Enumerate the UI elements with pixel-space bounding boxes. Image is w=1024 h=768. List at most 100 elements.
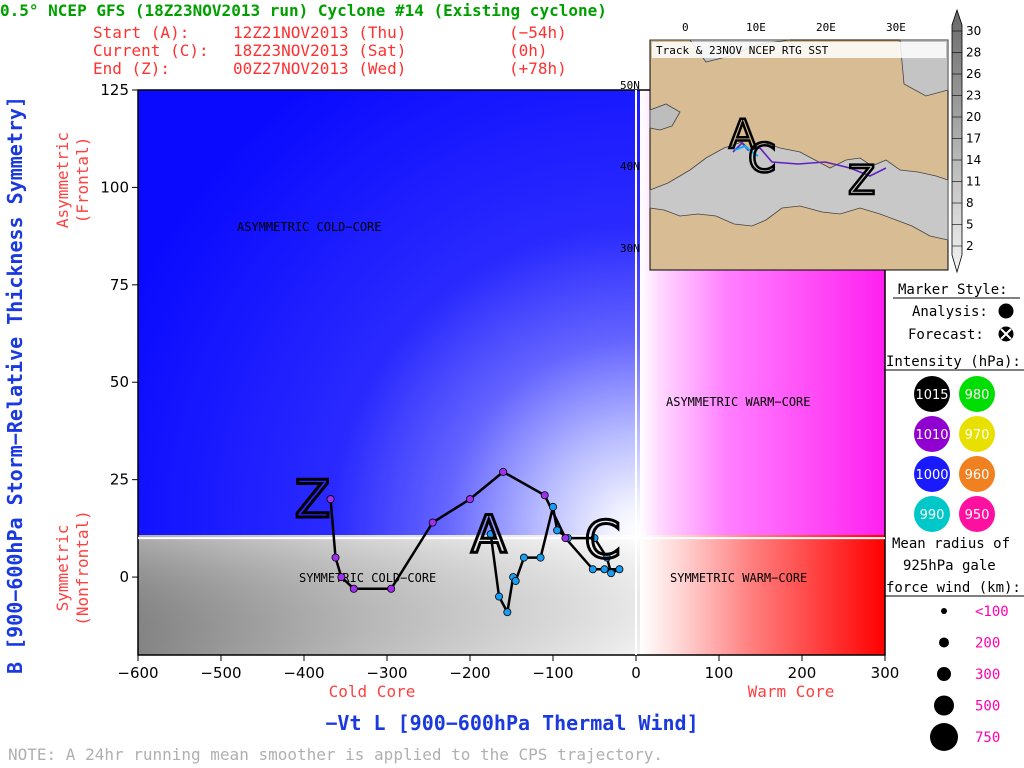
radius-label: 300 [975,667,1000,683]
radius-marker [939,637,949,648]
inset-start-marker: A [729,112,757,158]
track-inset-map: A C Z Track & 23NOV NCEP RTG SST 0 10E 2… [620,21,949,271]
trajectory-point [511,576,520,585]
sst-colorbar-label: 8 [966,196,974,210]
sst-colorbar-label: 11 [966,175,981,189]
radius-title-line-2: 925hPa gale [903,558,996,574]
trajectory-point [602,553,611,562]
intensity-bubble [914,376,950,412]
region-label-asymmetric-cold: ASYMMETRIC COLD−CORE [237,220,382,234]
x-tick-label: 100 [705,664,734,682]
warm-core-label: Warm Core [748,682,835,701]
sst-colorbar-bar [951,8,963,274]
trajectory-point [549,502,558,511]
sst-colorbar-label: 14 [966,153,981,167]
intensity-bubble-label: 960 [965,468,990,483]
inset-title: Track & 23NOV NCEP RTG SST [656,44,829,57]
inset-title-box [652,42,946,58]
trajectory-point [590,534,599,543]
x-tick-label: −200 [449,664,490,682]
radius-label: 500 [975,699,1000,715]
trajectory-point [519,553,528,562]
legend: Marker Style: Analysis: Forecast: Intens… [884,282,1024,751]
inset-current-marker: C [748,136,776,182]
radius-label: <100 [975,604,1009,620]
sst-colorbar-label: 20 [966,110,981,124]
radius-marker [930,723,958,751]
inset-sea-area [649,141,949,241]
y-tick-label: 100 [100,178,129,196]
cyclone-trajectory: A CZ [293,467,624,617]
region-label-asymmetric-warm: ASYMMETRIC WARM−CORE [666,395,811,409]
trajectory-point [495,592,504,601]
trajectory-point [561,534,570,543]
y-tick-label: 0 [119,568,129,586]
y-axis-title: B [900−600hPa Storm−Relative Thickness S… [3,96,27,674]
intensity-bubble [914,456,950,492]
x-tick-label: 300 [871,664,900,682]
intensity-bubble [914,496,950,532]
sst-colorbar-labels: 30 28 26 23 20 17 14 11 8 5 2 [952,24,981,253]
sst-colorbar-label: 5 [966,218,974,232]
intensity-bubble-label: 980 [965,388,990,403]
end-relative-hours: (+78h) [509,59,567,78]
inset-lon-label-20e: 20E [816,21,836,34]
x-tick-label: −400 [283,664,324,682]
sst-colorbar-label: 17 [966,132,981,146]
current-date: 18Z23NOV2013 (Sat) [233,41,406,60]
radius-marker [941,608,947,614]
intensity-title: Intensity (hPa): [886,354,1021,370]
intensity-bubble-label: 970 [965,428,990,443]
trajectory-point [540,491,549,500]
chart-title: 0.5° NCEP GFS (18Z23NOV2013 run) Cyclone… [0,1,607,20]
x-tick-label: −300 [366,664,407,682]
trajectory-point [607,569,616,578]
trajectory-point [600,565,609,574]
x-tick-label: −100 [532,664,573,682]
trajectory-point [387,584,396,593]
forecast-label: Forecast: [908,327,984,343]
trajectory-point [615,565,624,574]
smoother-note: NOTE: A 24hr running mean smoother is ap… [8,745,663,764]
intensity-bubble-label: 1010 [915,428,948,443]
y-tick-label: 75 [110,276,129,294]
plot-frame [137,89,886,656]
x-axis-title: −Vt L [900−600hPa Thermal Wind] [325,711,698,735]
trajectory-point [326,495,335,504]
y-tick-label: 25 [110,471,129,489]
trajectory-point [553,526,562,535]
start-marker: A [471,505,507,565]
sst-colorbar-label: 26 [966,67,981,81]
trajectory-point [588,565,597,574]
end-marker: Z [295,470,331,530]
inset-track-analysis [734,144,759,157]
asymmetric-cold-quadrant [138,90,640,535]
x-tick-label: −500 [200,664,241,682]
radius-label: 200 [975,636,1000,652]
cold-core-label: Cold Core [329,682,416,701]
intensity-bubble [914,416,950,452]
inset-lat-label-30n: 30N [620,242,640,255]
trajectory-point [536,553,545,562]
inset-lon-label-10e: 10E [746,21,766,34]
current-relative-hours: (0h) [509,41,548,60]
sst-colorbar-label: 23 [966,89,981,103]
x-axis-ticks: −600 −500 −400 −300 −200 −100 0 100 200 300 [117,655,899,682]
marker-style-title: Marker Style: [898,282,1008,298]
end-date: 00Z27NOV2013 (Wed) [233,59,406,78]
intensity-bubble-label: 950 [965,508,990,523]
trajectory-point [486,530,495,539]
radius-marker [937,667,951,681]
y-tick-label: 125 [100,81,129,99]
start-relative-hours: (−54h) [509,23,567,42]
intensity-bubble-label: 1000 [915,468,948,483]
current-label: Current (C): [93,41,209,60]
trajectory-point [331,553,340,562]
sst-colorbar-label: 28 [966,46,981,60]
region-label-symmetric-cold: SYMMETRIC COLD−CORE [299,571,436,585]
inset-lon-label-0: 0 [682,21,689,34]
end-label: End (Z): [93,59,170,78]
y-tick-label: 50 [110,373,129,391]
nonfrontal-side-label: (Nonfrontal) [73,510,92,626]
